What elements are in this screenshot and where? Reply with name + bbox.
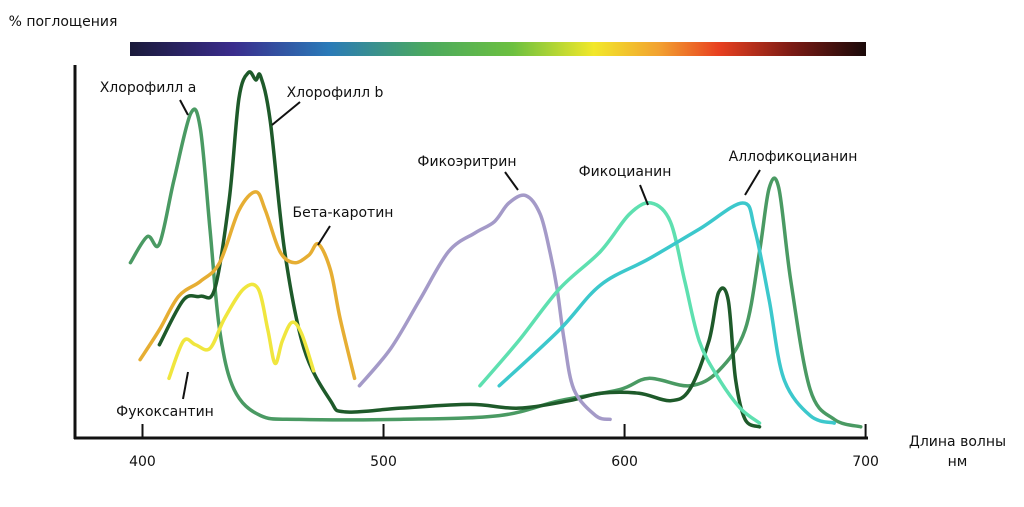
spectrum-line [478, 201, 762, 425]
x-axis-label: Длина волны нм [908, 434, 1007, 470]
x-tick-label: 400 [129, 454, 156, 470]
spectrum-line [128, 107, 863, 429]
spectrum-bar [130, 42, 866, 56]
spectrum-line [138, 190, 357, 381]
leader-line [271, 101, 301, 126]
x-tick-label: 600 [611, 454, 638, 470]
leader-line [639, 184, 649, 206]
series-label: Хлорофилл b [287, 85, 384, 101]
series-label: Фикоцианин [579, 164, 672, 180]
series-label: Фикоэритрин [417, 154, 516, 170]
x-tick-label: 700 [852, 454, 879, 470]
leader-line [179, 99, 189, 116]
spectrum-line [157, 70, 762, 429]
leader-line [182, 371, 189, 400]
leader-line [744, 169, 761, 196]
y-axis-label: % поглощения [8, 14, 118, 30]
spectrum-line [357, 193, 612, 422]
series-label: Фукоксантин [116, 404, 214, 420]
spectrum-line [167, 282, 316, 381]
leader-line [317, 225, 331, 246]
spectrum-line [497, 201, 837, 425]
series-label: Аллофикоцианин [729, 149, 858, 165]
x-tick-label: 500 [370, 454, 397, 470]
leader-line [504, 171, 519, 191]
series-label: Бета-каротин [293, 205, 394, 221]
series-label: Хлорофилл a [100, 80, 197, 96]
